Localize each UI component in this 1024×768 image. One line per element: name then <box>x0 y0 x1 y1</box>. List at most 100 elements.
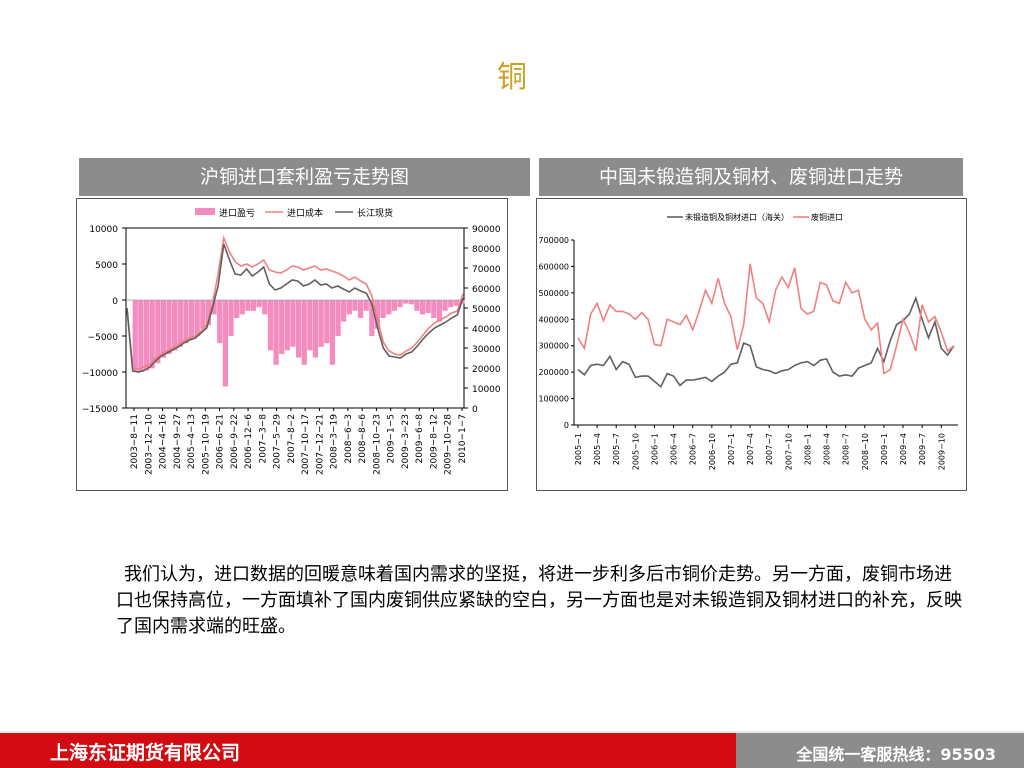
profit-bar <box>284 300 290 351</box>
x-axis-tick-label: 2007−10 <box>784 433 793 470</box>
profit-bar <box>341 300 347 322</box>
footer-hotline-bar: 全国统一客服热线：95503 <box>736 733 1024 768</box>
x-axis-tick-label: 2008−8−6 <box>358 414 368 464</box>
x-axis-tick-label: 2007−4 <box>746 433 755 465</box>
profit-bar <box>222 300 228 387</box>
profit-bar <box>324 300 330 344</box>
x-axis-tick-label: 2007−10−17 <box>301 414 311 475</box>
legend-swatch-profit <box>195 208 215 215</box>
y-axis-tick-label: 400000 <box>538 315 569 324</box>
profit-bar <box>160 300 167 358</box>
x-axis-tick-label: 2006−10 <box>708 433 717 470</box>
profit-bar <box>245 300 251 311</box>
left-axis-tick-label: −10000 <box>82 369 118 379</box>
y-axis-tick-label: 300000 <box>538 342 569 351</box>
right-axis-tick-label: 10000 <box>472 385 501 395</box>
x-axis-tick-label: 2010−1−7 <box>458 414 468 463</box>
left-chart: 1000050000−5000−10000−150009000080000700… <box>82 207 501 475</box>
x-axis-tick-label: 2008−10−23 <box>372 414 382 475</box>
profit-bar <box>155 300 161 364</box>
profit-bar <box>425 300 431 313</box>
x-axis-tick-label: 2008−3−19 <box>330 414 340 469</box>
left-axis-tick-label: −5000 <box>88 333 119 343</box>
profit-bar <box>397 300 403 308</box>
x-axis-tick-label: 2003−12−10 <box>144 414 154 475</box>
profit-bar <box>211 300 217 315</box>
x-axis-tick-label: 2005−10−19 <box>201 414 211 475</box>
profit-bar <box>408 300 414 305</box>
right-axis-tick-label: 80000 <box>472 245 501 255</box>
left-plot-area <box>125 227 465 409</box>
x-axis-tick-label: 2008−7 <box>842 433 851 465</box>
profit-bar <box>431 300 437 318</box>
profit-bar <box>414 300 420 311</box>
x-axis-tick-label: 2003−8−11 <box>130 414 140 469</box>
profit-bar <box>436 300 443 322</box>
x-axis-tick-label: 2006−7 <box>689 433 698 465</box>
x-axis-tick-label: 2009−7 <box>918 433 927 465</box>
x-axis-tick-label: 2008−10 <box>861 433 870 470</box>
x-axis-tick-label: 2006−6−21 <box>216 414 226 469</box>
profit-bar <box>132 300 138 372</box>
profit-bar <box>267 300 274 351</box>
profit-bar <box>346 300 352 315</box>
profit-bar <box>228 300 234 336</box>
profit-bar <box>442 300 448 311</box>
profit-bar <box>262 300 268 315</box>
right-chart: 700000 600000 500000 400000 300000 200000 1000… <box>538 212 958 470</box>
right-chart-box: 700000 600000 500000 400000 300000 200000 1000… <box>536 198 967 491</box>
profit-bar <box>290 300 296 347</box>
left-axis-tick-label: −15000 <box>82 405 118 415</box>
right-axis-tick-label: 90000 <box>472 225 501 235</box>
x-axis-tick-label: 2009−1−5 <box>387 414 397 463</box>
profit-bar <box>301 300 307 365</box>
profit-bar <box>239 300 245 315</box>
x-axis-tick-label: 2007−3−8 <box>258 414 268 464</box>
x-axis-tick-label: 2009−10−28 <box>444 414 454 475</box>
body-paragraph: 我们认为，进口数据的回暖意味着国内需求的坚挺，将进一步利多后市铜价走势。另一方面… <box>116 564 962 637</box>
x-axis-tick-label: 2009−3−23 <box>401 414 411 469</box>
x-axis-tick-label: 2004−4−16 <box>159 414 169 469</box>
x-axis-tick-label: 2005−7 <box>612 433 621 465</box>
y-axis-tick-label: 100000 <box>538 395 569 404</box>
profit-bar <box>352 300 358 311</box>
y-axis-tick-label: 500000 <box>538 289 569 298</box>
footer-company-bar: 上海东证期货有限公司 <box>0 733 736 768</box>
profit-bar <box>380 300 386 318</box>
profit-bar <box>149 300 155 369</box>
series-line-changjiang-spot <box>126 243 464 373</box>
x-axis-tick-label: 2006−4 <box>670 433 679 465</box>
x-axis-tick-label: 2005−4 <box>593 433 602 465</box>
x-axis-tick-label: 2004−9−27 <box>173 414 183 469</box>
profit-bar <box>307 300 313 351</box>
x-axis-tick-label: 2006−1 <box>650 433 659 465</box>
profit-bar <box>183 300 189 344</box>
profit-bar <box>205 300 212 326</box>
x-axis-tick-label: 2008−1 <box>803 433 812 465</box>
right-axis-tick-label: 30000 <box>472 345 501 355</box>
profit-bar <box>234 300 240 318</box>
right-axis-tick-label: 40000 <box>472 325 501 335</box>
y-axis-tick-label: 200000 <box>538 368 569 377</box>
x-axis-tick-label: 2006−9−22 <box>230 414 240 469</box>
x-axis-tick-label: 2006−12−6 <box>244 414 254 469</box>
right-axis-tick-label: 70000 <box>472 265 501 275</box>
profit-bar <box>273 300 279 365</box>
profit-bar <box>188 300 195 340</box>
profit-bar <box>386 300 392 315</box>
x-axis-tick-label: 2007−12−21 <box>315 414 325 475</box>
profit-bar <box>296 300 302 358</box>
profit-bar <box>279 300 285 354</box>
profit-bar <box>363 300 369 311</box>
profit-bar <box>194 300 200 336</box>
profit-bar <box>250 300 257 311</box>
series-line-unwrought-copper <box>577 295 955 388</box>
x-axis-tick-label: 2009−6−8 <box>415 414 425 464</box>
profit-bar <box>166 300 172 354</box>
profit-bar <box>335 300 341 336</box>
left-chart-box: 10000 5000 0 −5000 −10000 −15000 90000 80000 700… <box>76 198 508 491</box>
left-axis-tick-label: 10000 <box>89 225 118 235</box>
x-axis-tick-label: 2009−4 <box>899 433 908 465</box>
x-axis-tick-label: 2005−10 <box>631 433 640 470</box>
x-axis-tick-label: 2007−5−29 <box>273 414 283 469</box>
